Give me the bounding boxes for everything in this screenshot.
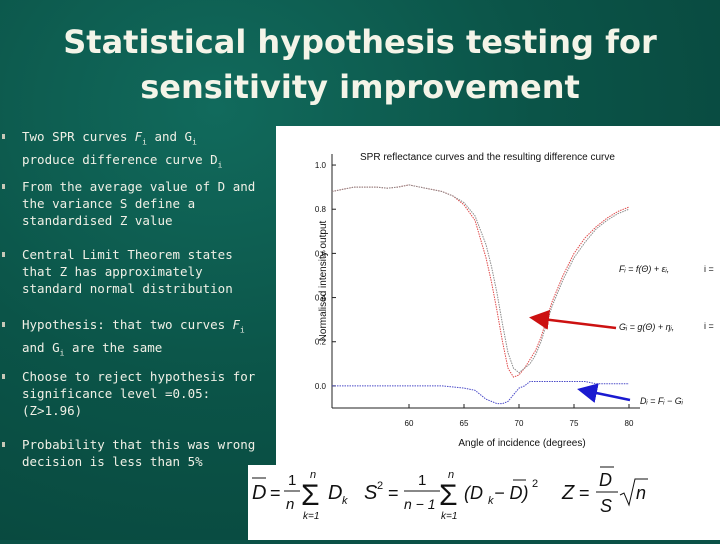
mean-bottom: k=1 (303, 511, 319, 522)
x-tick-label: 65 (460, 419, 469, 428)
x-tick-label: 70 (515, 419, 524, 428)
bullet-text: Probability that this was wrong decision… (22, 437, 256, 469)
variance-coef-den: n − 1 (404, 496, 436, 512)
bullet-marker (2, 374, 5, 379)
bullet-sub: i (59, 348, 65, 357)
title-line-2: sensitivity improvement (140, 68, 580, 106)
y-tick-label: 0.4 (315, 294, 327, 303)
spr-chart: SPR reflectance curves and the resulting… (315, 152, 714, 449)
variance-term: (D (464, 483, 483, 503)
variance-term-rest: − D) (494, 483, 529, 503)
variance-term-sub: k (488, 495, 494, 507)
variance-eq: = (388, 483, 399, 503)
bullet-sub: i (142, 137, 147, 147)
series-group (331, 184, 630, 405)
mean-top: n (310, 469, 316, 481)
model-f-label: Fᵢ = f(Θ) + εᵢ, (619, 264, 669, 274)
x-tick-label: 60 (405, 419, 414, 428)
bullet-text: Hypothesis: that two curves (22, 317, 233, 332)
title-line-1: Statistical hypothesis testing for (63, 23, 657, 61)
z-lhs: Z (561, 482, 575, 504)
mean-term: D (328, 482, 342, 504)
mean-term-sub: k (342, 495, 348, 507)
model-d-label: Dᵢ = Fᵢ − Gᵢ (640, 396, 684, 406)
model-g-index: i = (704, 321, 714, 331)
bullet-marker (2, 252, 5, 257)
d-pointer-arrow (577, 383, 631, 403)
z-root: n (636, 483, 646, 503)
bullet-text: From the average value of D and the vari… (22, 179, 256, 228)
x-axis-label: Angle of incidence (degrees) (458, 438, 585, 449)
model-g-label: Gᵢ = g(Θ) + ηᵢ, (619, 322, 674, 332)
y-axis-label: Normalised intensity output (318, 220, 329, 341)
chart-figure: SPR reflectance curves and the resulting… (276, 126, 720, 466)
model-f-index: i = (704, 264, 714, 274)
mean-formula: D = 1 n n Σ k=1 D k (252, 469, 348, 522)
bullet-text: and G (146, 129, 193, 144)
g-series-line (331, 184, 630, 374)
sigma-symbol: Σ (439, 479, 458, 512)
variance-bottom: k=1 (441, 511, 457, 522)
bullet-sub: i (217, 160, 223, 169)
bullet-marker (2, 442, 5, 447)
bullet-text: Two SPR curves (22, 129, 135, 144)
sigma-symbol: Σ (301, 479, 320, 512)
x-tick-label: 80 (625, 419, 634, 428)
z-num: D (599, 470, 612, 490)
mean-coef-den: n (286, 496, 294, 513)
f-series-line (331, 184, 630, 378)
z-formula: Z = D S n (561, 466, 648, 516)
bullet-sub: i (239, 325, 245, 335)
bullet-marker (2, 322, 5, 327)
variance-lhs-sup: 2 (377, 480, 383, 492)
variance-formula: S 2 = 1 n − 1 n Σ k=1 (D k − D) 2 (364, 469, 538, 522)
bullet-var: F (134, 129, 143, 144)
variance-lhs: S (364, 482, 378, 504)
bullet-text: are the same (64, 339, 163, 355)
d-series-line (332, 381, 629, 405)
mean-lhs: D (252, 482, 266, 504)
bullet-sub: i (192, 137, 197, 147)
bullet-text: Central Limit Theorem states that Z has … (22, 247, 233, 296)
bullet-var: F (232, 317, 240, 332)
y-tick-label: 0.0 (315, 382, 327, 391)
bullet-text: produce difference curve D (22, 151, 218, 167)
chart-title: SPR reflectance curves and the resulting… (360, 152, 615, 163)
bullet-text: and G (22, 339, 60, 355)
variance-term-sup: 2 (532, 478, 538, 490)
y-tick-label: 0.2 (315, 338, 327, 347)
sqrt-sign (619, 478, 648, 507)
bullet-marker (2, 134, 5, 139)
y-tick-label: 1.0 (315, 161, 327, 170)
f-g-pointer-arrow (529, 309, 617, 330)
variance-top: n (448, 469, 454, 481)
mean-coef-num: 1 (288, 472, 296, 489)
x-tick-group: 60 65 70 75 80 (405, 404, 634, 428)
slide-title: Statistical hypothesis testing for sensi… (40, 20, 680, 110)
formula-svg: D = 1 n n Σ k=1 D k S 2 = 1 n − 1 n Σ k=… (252, 466, 648, 522)
y-tick-label: 0.6 (315, 249, 327, 258)
formula-band: D = 1 n n Σ k=1 D k S 2 = 1 n − 1 n Σ k=… (248, 465, 720, 540)
x-tick-label: 75 (570, 419, 579, 428)
bullet-marker (2, 184, 5, 189)
y-tick-label: 0.8 (315, 205, 327, 214)
z-den: S (600, 496, 612, 516)
bullet-text: Choose to reject hypothesis for signific… (22, 369, 256, 418)
z-eq: = (579, 483, 590, 503)
variance-coef-num: 1 (418, 472, 426, 489)
mean-eq: = (270, 483, 281, 503)
